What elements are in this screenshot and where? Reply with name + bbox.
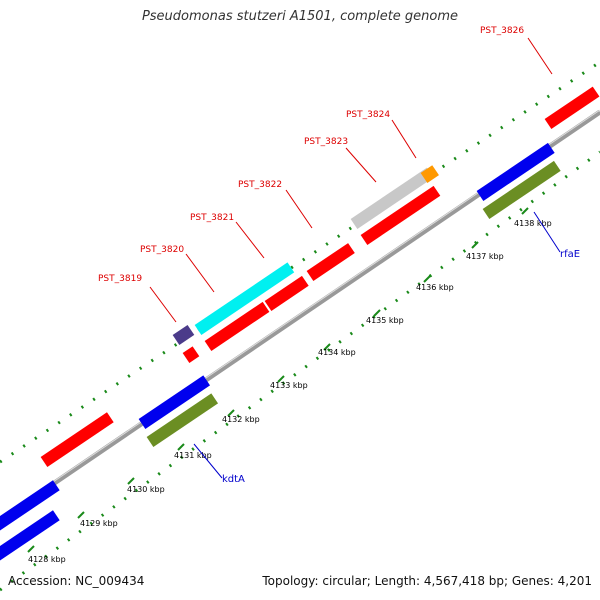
grey-feature[interactable] [350, 167, 434, 229]
upper-features [40, 86, 600, 467]
red-feature[interactable] [544, 86, 600, 129]
olive-feature[interactable] [146, 393, 219, 447]
red-feature[interactable] [264, 275, 309, 311]
feature-labels: kdtA rfaE [222, 249, 580, 485]
blue-feature[interactable] [0, 480, 60, 535]
blue-feature[interactable] [476, 142, 555, 201]
blue-feature[interactable] [0, 510, 60, 565]
olive-feature[interactable] [482, 160, 561, 219]
gene-label: PST_3823 [304, 137, 348, 147]
tick-marks [27, 207, 529, 553]
purple-feature[interactable] [172, 324, 195, 345]
accession-text: Accession: NC_009434 [8, 574, 145, 588]
tick-label: 4129 kbp [80, 519, 118, 528]
blue-feature[interactable] [138, 375, 211, 429]
genome-summary-text: Topology: circular; Length: 4,567,418 bp… [262, 574, 592, 588]
red-feature[interactable] [204, 301, 270, 351]
gene-label: PST_3821 [190, 213, 234, 223]
upper-dotted-track [0, 60, 600, 464]
tick-label: 4133 kbp [270, 381, 308, 390]
gene-label: PST_3822 [238, 180, 282, 190]
feature-label: rfaE [560, 249, 580, 260]
gene-label: PST_3820 [140, 245, 184, 255]
gene-label: PST_3819 [98, 274, 142, 284]
feature-label: kdtA [222, 474, 245, 485]
tick-label: 4134 kbp [318, 348, 356, 357]
red-feature[interactable] [40, 412, 114, 467]
tick-label: 4135 kbp [366, 316, 404, 325]
tick-label: 4131 kbp [174, 451, 212, 460]
orange-feature[interactable] [420, 165, 439, 183]
gene-labels: PST_3819 PST_3820 PST_3821 PST_3822 PST_… [98, 26, 524, 284]
tick-label: 4137 kbp [466, 252, 504, 261]
feature-leaders [193, 211, 561, 479]
gene-label: PST_3826 [480, 26, 524, 36]
red-feature[interactable] [306, 243, 355, 281]
map-title: Pseudomonas stutzeri A1501, complete gen… [141, 9, 459, 24]
lower-features [0, 142, 561, 565]
tick-labels: 4128 kbp 4129 kbp 4130 kbp 4131 kbp 4132… [28, 219, 552, 564]
tick-label: 4136 kbp [416, 283, 454, 292]
red-feature[interactable] [360, 185, 441, 245]
tick-label: 4132 kbp [222, 415, 260, 424]
red-feature[interactable] [182, 346, 200, 363]
tick-label: 4138 kbp [514, 219, 552, 228]
tick-label: 4128 kbp [28, 555, 66, 564]
tick-label: 4130 kbp [127, 485, 165, 494]
gene-label: PST_3824 [346, 110, 390, 120]
gene-leaders [149, 37, 553, 323]
cyan-feature[interactable] [194, 262, 295, 335]
